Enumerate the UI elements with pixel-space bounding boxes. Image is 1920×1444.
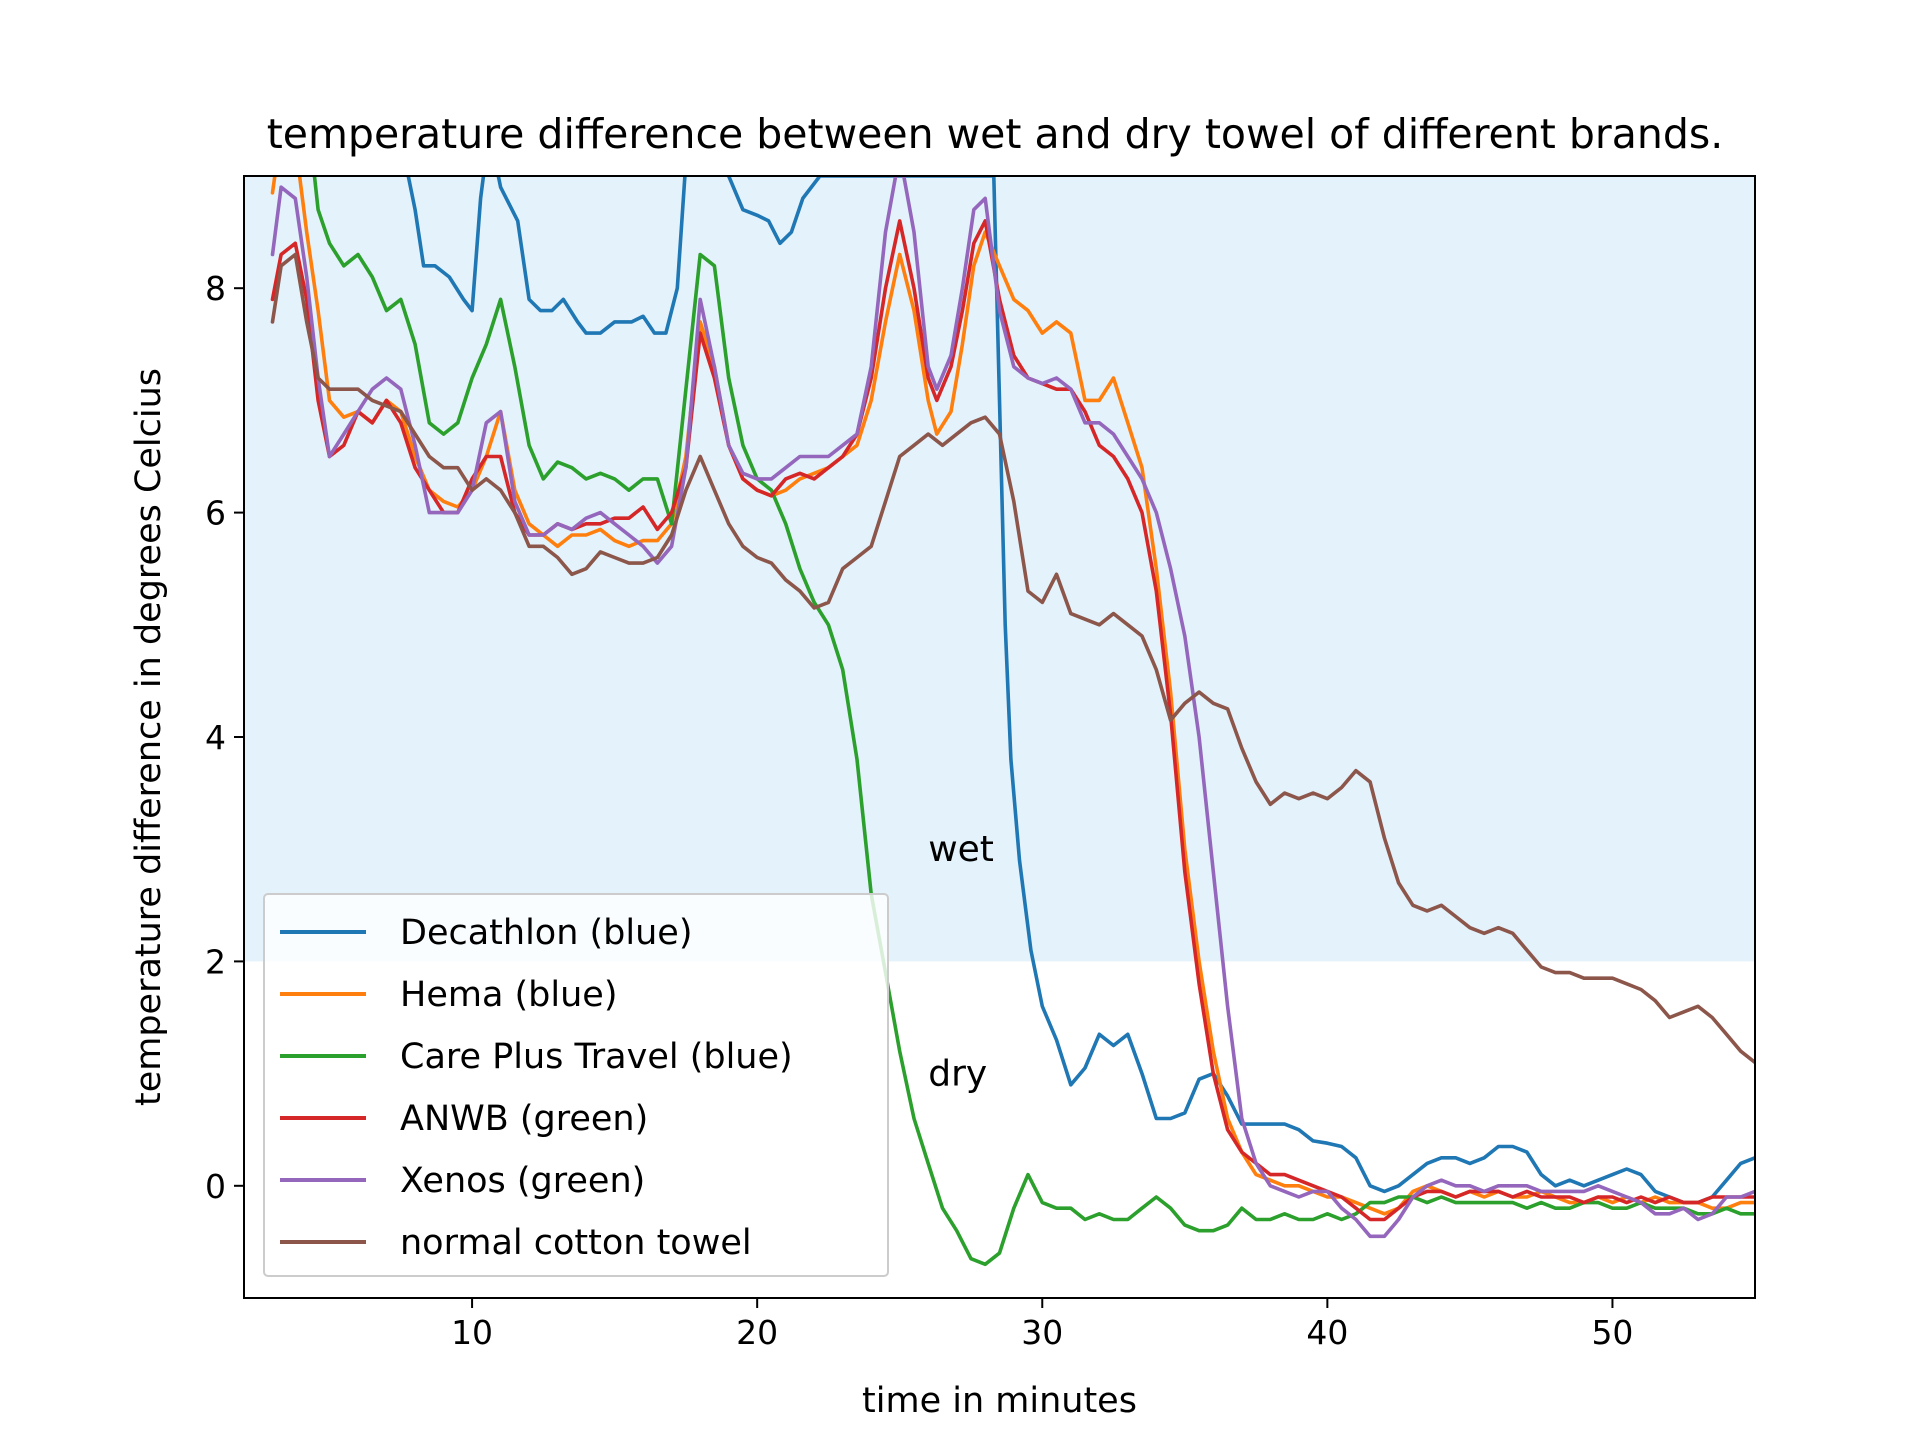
- legend-label: Xenos (green): [400, 1161, 645, 1201]
- y-tick-label: 6: [205, 494, 226, 533]
- x-axis-ticks: 10 20 30 40 50: [451, 1298, 1633, 1352]
- series-lines: [270, 176, 1755, 1267]
- legend-label: Decathlon (blue): [400, 913, 693, 953]
- series-line-5: [270, 252, 1755, 1065]
- series-line-0: [406, 176, 1755, 1205]
- x-tick-label: 30: [1021, 1313, 1063, 1352]
- legend-box: [263, 893, 889, 1277]
- x-tick-label: 20: [736, 1313, 778, 1352]
- series-line-2: [312, 176, 1755, 1267]
- y-axis-ticks: 0 2 4 6 8: [205, 269, 244, 1206]
- legend-label: normal cotton towel: [400, 1223, 752, 1263]
- y-tick-label: 0: [205, 1167, 226, 1206]
- chart-title: temperature difference between wet and d…: [267, 110, 1724, 158]
- legend: Decathlon (blue) Hema (blue) Care Plus Tra…: [263, 893, 889, 1277]
- y-tick-label: 8: [205, 269, 226, 308]
- legend-label: Hema (blue): [400, 975, 618, 1015]
- y-tick-label: 4: [205, 718, 226, 757]
- legend-label: ANWB (green): [400, 1099, 648, 1139]
- x-tick-label: 10: [451, 1313, 493, 1352]
- region-labels: wet dry: [928, 829, 994, 1094]
- x-tick-label: 50: [1591, 1313, 1633, 1352]
- x-tick-label: 40: [1306, 1313, 1348, 1352]
- legend-label: Care Plus Travel (blue): [400, 1037, 793, 1077]
- y-axis-label: temperature difference in degrees Celciu…: [129, 368, 169, 1106]
- region-label-wet: wet: [928, 829, 994, 870]
- series-line-4: [270, 176, 1755, 1239]
- y-tick-label: 2: [205, 942, 226, 981]
- x-axis-label: time in minutes: [862, 1381, 1137, 1421]
- region-label-dry: dry: [928, 1054, 987, 1095]
